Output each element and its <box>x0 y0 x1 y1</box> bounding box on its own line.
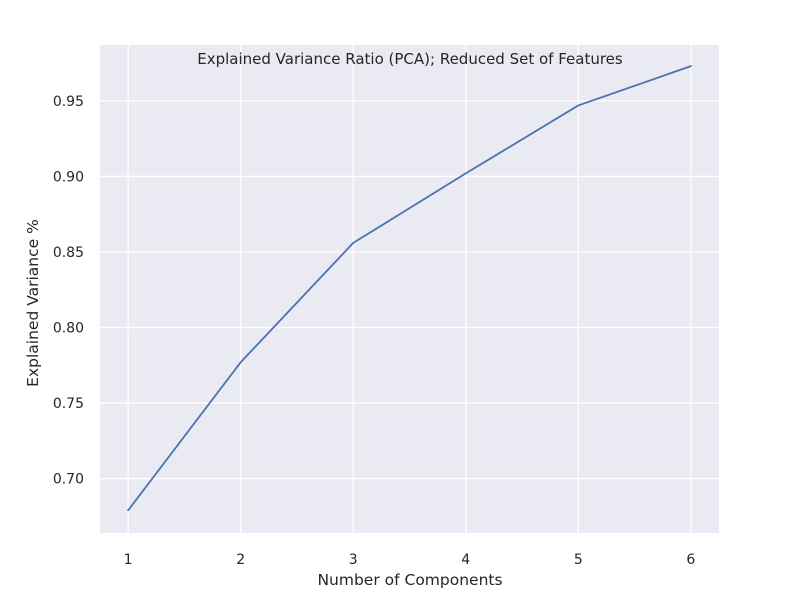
y-tick-label: 0.80 <box>53 321 84 337</box>
y-tick-label: 0.95 <box>53 94 84 110</box>
x-axis-ticks: 1 2 3 4 5 6 <box>124 552 696 568</box>
x-tick-label: 1 <box>124 552 133 568</box>
y-tick-label: 0.90 <box>53 169 84 185</box>
series-line <box>127 65 692 512</box>
x-tick-label: 4 <box>461 552 470 568</box>
plot-area <box>100 45 719 533</box>
x-tick-label: 5 <box>574 552 583 568</box>
x-tick-label: 2 <box>236 552 245 568</box>
grid-lines <box>100 45 719 533</box>
x-axis-label: Number of Components <box>317 571 502 589</box>
y-tick-label: 0.85 <box>53 245 84 261</box>
y-tick-label: 0.75 <box>53 396 84 412</box>
y-axis-label: Explained Variance % <box>24 219 42 387</box>
series-layer <box>127 65 692 512</box>
y-tick-label: 0.70 <box>53 472 84 488</box>
x-tick-label: 6 <box>686 552 695 568</box>
chart-title: Explained Variance Ratio (PCA); Reduced … <box>197 50 623 68</box>
x-tick-label: 3 <box>349 552 358 568</box>
y-axis-ticks: 0.70 0.75 0.80 0.85 0.90 0.95 <box>53 94 84 488</box>
